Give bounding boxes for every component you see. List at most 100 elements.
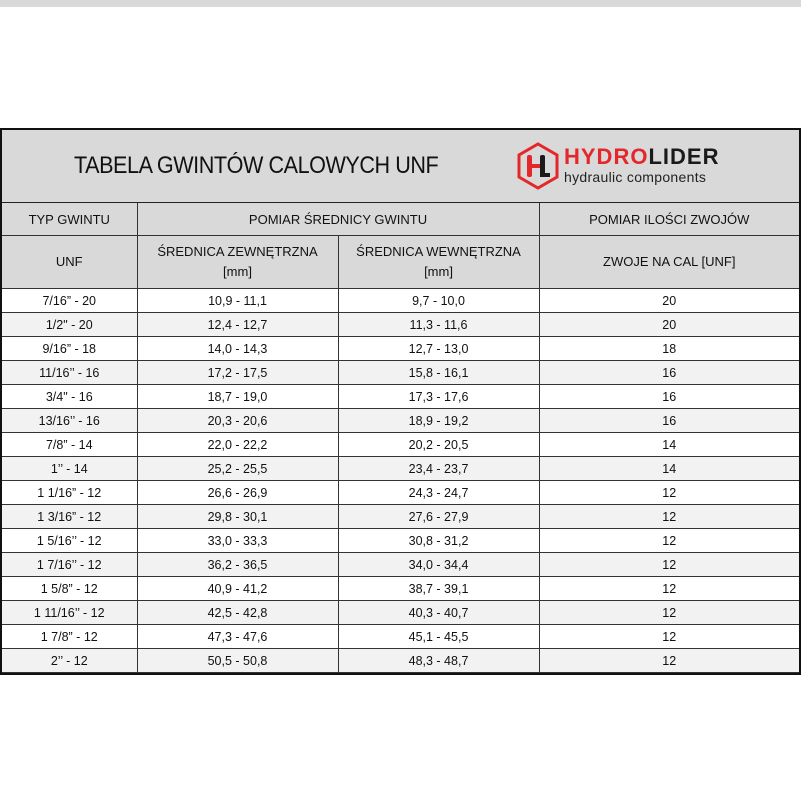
cell-outer-diameter: 42,5 - 42,8 <box>136 600 339 625</box>
subheader-row: UNF ŚREDNICA ZEWNĘTRZNA [mm] ŚREDNICA WEW… <box>2 235 799 289</box>
cell-outer-diameter: 17,2 - 17,5 <box>136 360 339 385</box>
cell-outer-diameter: 22,0 - 22,2 <box>136 432 339 457</box>
cell-inner-diameter: 12,7 - 13,0 <box>337 336 540 361</box>
cell-thread-type: 1’’ - 14 <box>2 456 138 481</box>
cell-outer-diameter: 50,5 - 50,8 <box>136 648 339 673</box>
thread-table: TABELA GWINTÓW CALOWYCH UNF HYDROLIDER h… <box>0 128 801 675</box>
cell-outer-diameter: 33,0 - 33,3 <box>136 528 339 553</box>
cell-threads-per-inch: 12 <box>538 504 799 529</box>
table-row: 1 3/16” - 12 29,8 - 30,1 27,6 - 27,9 12 <box>2 504 799 529</box>
logo-wordmark: HYDROLIDER <box>564 144 720 169</box>
cell-thread-type: 1 5/16’’ - 12 <box>2 528 138 553</box>
table-row: 1 7/16’’ - 12 36,2 - 36,5 34,0 - 34,4 12 <box>2 552 799 577</box>
cell-outer-diameter: 12,4 - 12,7 <box>136 312 339 337</box>
header-inner: ŚREDNICA WEWNĘTRZNA [mm] <box>337 235 540 289</box>
cell-inner-diameter: 15,8 - 16,1 <box>337 360 540 385</box>
cell-outer-diameter: 40,9 - 41,2 <box>136 576 339 601</box>
cell-inner-diameter: 38,7 - 39,1 <box>337 576 540 601</box>
cell-inner-diameter: 45,1 - 45,5 <box>337 624 540 649</box>
outer-label: ŚREDNICA ZEWNĘTRZNA <box>157 244 318 259</box>
cell-thread-type: 1 11/16’’ - 12 <box>2 600 138 625</box>
cell-thread-type: 1 7/8” - 12 <box>2 624 138 649</box>
table-row: 1 7/8” - 12 47,3 - 47,6 45,1 - 45,5 12 <box>2 624 799 649</box>
table-row: 9/16” - 18 14,0 - 14,3 12,7 - 13,0 18 <box>2 336 799 361</box>
cell-threads-per-inch: 16 <box>538 360 799 385</box>
cell-inner-diameter: 27,6 - 27,9 <box>337 504 540 529</box>
cell-inner-diameter: 17,3 - 17,6 <box>337 384 540 409</box>
header-threads: POMIAR ILOŚCI ZWOJÓW <box>538 203 799 236</box>
cell-outer-diameter: 47,3 - 47,6 <box>136 624 339 649</box>
cell-outer-diameter: 26,6 - 26,9 <box>136 480 339 505</box>
cell-inner-diameter: 9,7 - 10,0 <box>337 288 540 313</box>
table-row: 1’’ - 14 25,2 - 25,5 23,4 - 23,7 14 <box>2 456 799 481</box>
cell-inner-diameter: 20,2 - 20,5 <box>337 432 540 457</box>
cell-inner-diameter: 23,4 - 23,7 <box>337 456 540 481</box>
table-row: 13/16’’ - 16 20,3 - 20,6 18,9 - 19,2 16 <box>2 408 799 433</box>
cell-inner-diameter: 24,3 - 24,7 <box>337 480 540 505</box>
cell-inner-diameter: 30,8 - 31,2 <box>337 528 540 553</box>
cell-threads-per-inch: 12 <box>538 600 799 625</box>
cell-threads-per-inch: 12 <box>538 648 799 673</box>
cell-threads-per-inch: 12 <box>538 528 799 553</box>
header-unf: UNF <box>2 235 138 289</box>
table-row: 1 5/8” - 12 40,9 - 41,2 38,7 - 39,1 12 <box>2 576 799 601</box>
inner-label: ŚREDNICA WEWNĘTRZNA <box>356 244 521 259</box>
cell-threads-per-inch: 16 <box>538 384 799 409</box>
cell-threads-per-inch: 12 <box>538 552 799 577</box>
table-row: 1 1/16” - 12 26,6 - 26,9 24,3 - 24,7 12 <box>2 480 799 505</box>
cell-thread-type: 9/16” - 18 <box>2 336 138 361</box>
cell-thread-type: 1 5/8” - 12 <box>2 576 138 601</box>
cell-thread-type: 7/16” - 20 <box>2 288 138 313</box>
table-row: 3/4" - 16 18,7 - 19,0 17,3 - 17,6 16 <box>2 384 799 409</box>
cell-threads-per-inch: 12 <box>538 576 799 601</box>
title-row: TABELA GWINTÓW CALOWYCH UNF HYDROLIDER h… <box>2 130 799 203</box>
cell-threads-per-inch: 16 <box>538 408 799 433</box>
header-tpi: ZWOJE NA CAL [UNF] <box>538 235 799 289</box>
cell-inner-diameter: 18,9 - 19,2 <box>337 408 540 433</box>
cell-thread-type: 13/16’’ - 16 <box>2 408 138 433</box>
table-row: 1 5/16’’ - 12 33,0 - 33,3 30,8 - 31,2 12 <box>2 528 799 553</box>
cell-threads-per-inch: 14 <box>538 456 799 481</box>
cell-outer-diameter: 14,0 - 14,3 <box>136 336 339 361</box>
cell-thread-type: 1/2" - 20 <box>2 312 138 337</box>
table-row: 7/16” - 20 10,9 - 11,1 9,7 - 10,0 20 <box>2 288 799 313</box>
cell-outer-diameter: 10,9 - 11,1 <box>136 288 339 313</box>
table-row: 7/8” - 14 22,0 - 22,2 20,2 - 20,5 14 <box>2 432 799 457</box>
hexagon-logo-icon <box>517 142 559 190</box>
cell-thread-type: 1 1/16” - 12 <box>2 480 138 505</box>
table-row: 1/2" - 20 12,4 - 12,7 11,3 - 11,6 20 <box>2 312 799 337</box>
table-row: 1 11/16’’ - 12 42,5 - 42,8 40,3 - 40,7 12 <box>2 600 799 625</box>
data-table: TYP GWINTU POMIAR ŚREDNICY GWINTU POMIAR… <box>2 203 799 673</box>
cell-inner-diameter: 11,3 - 11,6 <box>337 312 540 337</box>
header-row: TYP GWINTU POMIAR ŚREDNICY GWINTU POMIAR… <box>2 203 799 236</box>
cell-thread-type: 7/8” - 14 <box>2 432 138 457</box>
cell-threads-per-inch: 12 <box>538 624 799 649</box>
cell-outer-diameter: 29,8 - 30,1 <box>136 504 339 529</box>
logo-tagline: hydraulic components <box>564 169 707 185</box>
table-row: 2’’ - 12 50,5 - 50,8 48,3 - 48,7 12 <box>2 648 799 673</box>
header-outer: ŚREDNICA ZEWNĘTRZNA [mm] <box>136 235 339 289</box>
cell-threads-per-inch: 20 <box>538 312 799 337</box>
cell-inner-diameter: 40,3 - 40,7 <box>337 600 540 625</box>
cell-outer-diameter: 18,7 - 19,0 <box>136 384 339 409</box>
cell-threads-per-inch: 18 <box>538 336 799 361</box>
header-diameter: POMIAR ŚREDNICY GWINTU <box>136 203 540 236</box>
cell-outer-diameter: 36,2 - 36,5 <box>136 552 339 577</box>
cell-threads-per-inch: 20 <box>538 288 799 313</box>
hydrolider-logo: HYDROLIDER hydraulic components <box>516 142 741 190</box>
inner-unit: [mm] <box>424 264 453 279</box>
cell-inner-diameter: 48,3 - 48,7 <box>337 648 540 673</box>
header-type: TYP GWINTU <box>2 203 138 236</box>
outer-unit: [mm] <box>223 264 252 279</box>
cell-thread-type: 1 7/16’’ - 12 <box>2 552 138 577</box>
cell-thread-type: 11/16’’ - 16 <box>2 360 138 385</box>
cell-threads-per-inch: 14 <box>538 432 799 457</box>
top-bar <box>0 0 801 7</box>
cell-threads-per-inch: 12 <box>538 480 799 505</box>
table-row: 11/16’’ - 16 17,2 - 17,5 15,8 - 16,1 16 <box>2 360 799 385</box>
cell-thread-type: 3/4" - 16 <box>2 384 138 409</box>
cell-outer-diameter: 25,2 - 25,5 <box>136 456 339 481</box>
cell-thread-type: 1 3/16” - 12 <box>2 504 138 529</box>
cell-inner-diameter: 34,0 - 34,4 <box>337 552 540 577</box>
cell-outer-diameter: 20,3 - 20,6 <box>136 408 339 433</box>
